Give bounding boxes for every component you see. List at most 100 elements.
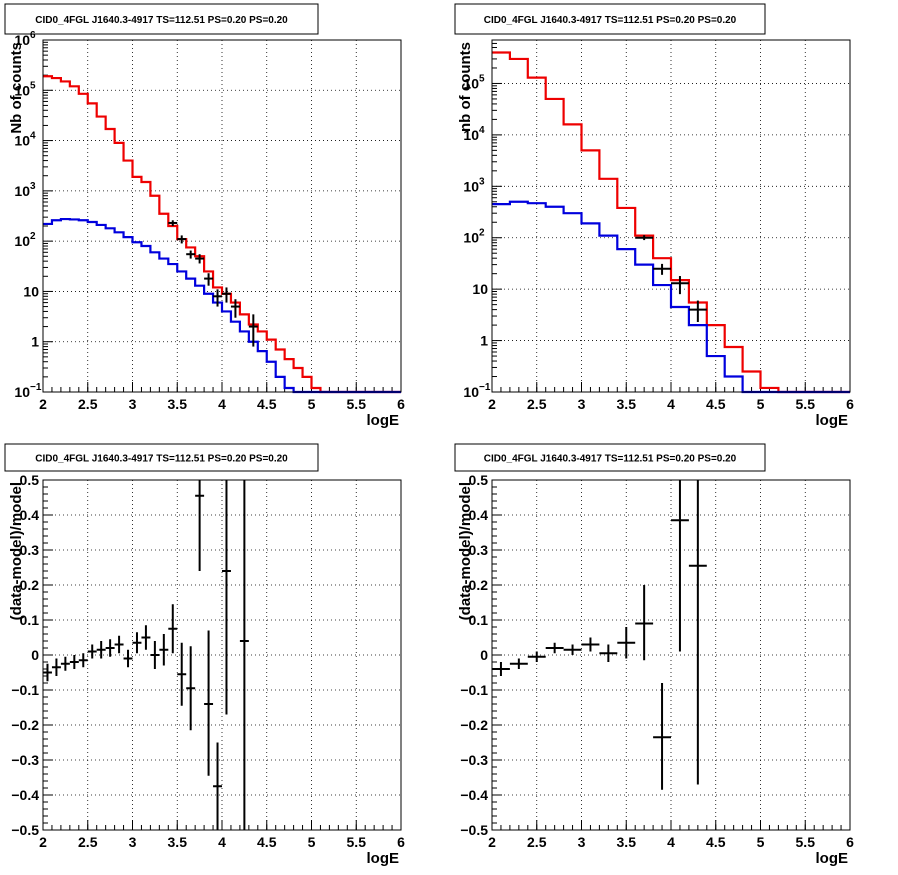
x-tick-label: 3: [129, 834, 137, 850]
x-axis-label: logE: [367, 850, 400, 867]
x-tick-label: 3: [578, 396, 586, 412]
x-tick-label: 5.5: [796, 396, 816, 412]
x-tick-label: 2.5: [527, 396, 547, 412]
y-tick-label: −0.3: [460, 752, 488, 768]
x-tick-label: 4.5: [706, 834, 726, 850]
panel-4: CID0_4FGL J1640.3-4917 TS=112.51 PS=0.20…: [454, 443, 854, 867]
data-point: [239, 480, 249, 830]
y-tick-label: 0.1: [20, 612, 40, 628]
x-tick-label: 3.5: [617, 396, 637, 412]
data-point: [168, 220, 178, 227]
x-tick-label: 5: [757, 834, 765, 850]
data-point: [222, 480, 231, 715]
x-tick-label: 3.5: [168, 396, 188, 412]
x-tick-label: 2: [39, 834, 47, 850]
y-tick-label: 10: [463, 127, 479, 143]
data-point: [132, 632, 142, 654]
y-tick-label: −0.3: [11, 752, 39, 768]
x-axis-label: logE: [816, 412, 849, 429]
data-point: [563, 644, 582, 655]
data-point: [87, 644, 97, 659]
x-tick-label: 6: [846, 396, 854, 412]
x-tick-label: 2: [488, 396, 496, 412]
x-tick-label: 6: [846, 834, 854, 850]
y-tick-label: −0.4: [11, 787, 39, 803]
data-point: [213, 742, 222, 830]
x-tick-label: 5.5: [796, 834, 816, 850]
data-point: [635, 585, 654, 661]
y-tick-label: 1: [31, 334, 39, 350]
red-model-histogram: [43, 75, 401, 394]
y-tick-exponent: 2: [30, 231, 36, 242]
y-tick-exponent: 4: [30, 131, 36, 142]
x-axis-label: logE: [367, 412, 400, 429]
data-point: [599, 644, 618, 662]
plot-frame: [42, 479, 402, 831]
data-point: [78, 653, 88, 668]
data-point: [653, 683, 671, 790]
data-point: [671, 480, 689, 652]
data-point: [96, 641, 106, 659]
y-tick-label: −0.1: [460, 682, 488, 698]
y-tick-exponent: 3: [30, 181, 36, 192]
y-tick-label: 0.5: [469, 472, 489, 488]
blue-model-histogram: [492, 200, 850, 394]
red-model-histogram: [492, 51, 850, 394]
x-tick-label: 5.5: [347, 834, 367, 850]
x-tick-label: 4: [218, 834, 226, 850]
x-tick-label: 5.5: [347, 396, 367, 412]
y-axis-label: (data-model)/model: [457, 482, 474, 620]
title-box: [454, 3, 766, 35]
x-tick-label: 4.5: [706, 396, 726, 412]
chart-title: CID0_4FGL J1640.3-4917 TS=112.51 PS=0.20…: [484, 15, 737, 26]
y-tick-label: 0: [31, 647, 39, 663]
y-tick-label: −0.4: [460, 787, 488, 803]
x-tick-label: 4.5: [257, 834, 277, 850]
data-point: [617, 627, 636, 659]
data-point: [688, 300, 707, 322]
data-point: [195, 480, 205, 571]
title-box: [454, 443, 766, 472]
x-tick-label: 5: [308, 834, 316, 850]
data-point: [60, 656, 70, 671]
title-box: [4, 443, 319, 472]
chart-title: CID0_4FGL J1640.3-4917 TS=112.51 PS=0.20…: [35, 15, 288, 26]
y-tick-exponent: 5: [30, 80, 36, 91]
y-tick-label: 0.3: [20, 542, 40, 558]
x-tick-label: 5: [308, 396, 316, 412]
y-tick-exponent: −1: [479, 382, 491, 393]
y-tick-label: 0.1: [469, 612, 489, 628]
y-tick-label: 0.4: [20, 507, 40, 523]
data-point: [168, 604, 178, 654]
y-axis-label: nb of counts: [457, 42, 474, 132]
chart-title: CID0_4FGL J1640.3-4917 TS=112.51 PS=0.20…: [484, 454, 737, 465]
panel-1: CID0_4FGL J1640.3-4917 TS=112.51 PS=0.20…: [4, 3, 405, 429]
y-tick-label: 1: [480, 333, 488, 349]
data-point: [509, 658, 528, 669]
data-point: [204, 630, 214, 776]
data-point: [114, 635, 124, 654]
x-tick-label: 3: [129, 396, 137, 412]
x-tick-label: 2.5: [78, 834, 98, 850]
data-point: [150, 641, 160, 669]
panel-3: CID0_4FGL J1640.3-4917 TS=112.51 PS=0.20…: [4, 443, 405, 867]
data-point: [492, 662, 510, 676]
data-point: [177, 235, 187, 244]
y-tick-label: 10: [14, 32, 30, 48]
data-point: [653, 263, 671, 275]
y-tick-label: 0.2: [20, 577, 40, 593]
data-point: [213, 289, 222, 307]
y-tick-label: 0: [480, 647, 488, 663]
y-tick-exponent: −1: [30, 382, 42, 393]
y-tick-label: 10: [463, 230, 479, 246]
chart-title: CID0_4FGL J1640.3-4917 TS=112.51 PS=0.20…: [35, 454, 288, 465]
y-tick-label: 0.3: [469, 542, 489, 558]
plot-frame: [491, 39, 851, 393]
data-point: [671, 276, 689, 295]
data-point: [527, 651, 546, 662]
data-point: [186, 646, 196, 731]
y-tick-label: −0.5: [460, 822, 488, 838]
y-tick-exponent: 5: [479, 73, 485, 84]
y-tick-label: 10: [14, 384, 30, 400]
